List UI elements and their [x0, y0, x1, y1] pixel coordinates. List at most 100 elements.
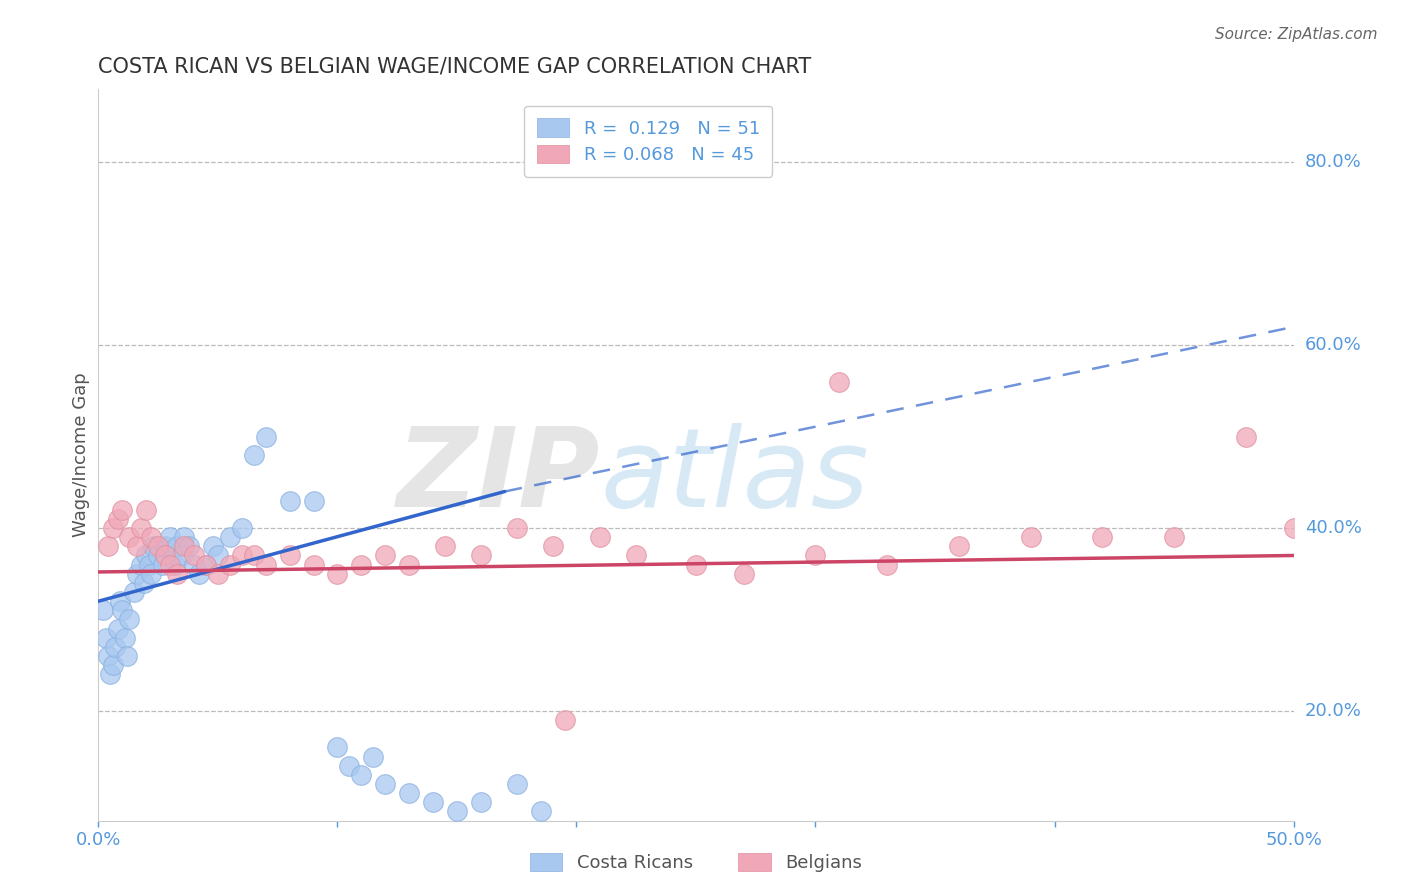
- Point: [254, 430, 277, 444]
- Point: [166, 539, 188, 553]
- Point: [97, 649, 120, 664]
- Point: [231, 521, 253, 535]
- Point: [159, 530, 181, 544]
- Point: [804, 549, 827, 563]
- Point: [529, 805, 551, 819]
- Point: [398, 786, 420, 800]
- Text: 80.0%: 80.0%: [1305, 153, 1361, 171]
- Point: [107, 622, 129, 636]
- Point: [118, 530, 141, 544]
- Text: Source: ZipAtlas.com: Source: ZipAtlas.com: [1215, 27, 1378, 42]
- Point: [104, 640, 127, 654]
- Point: [194, 558, 217, 572]
- Point: [114, 631, 136, 645]
- Point: [350, 558, 373, 572]
- Point: [278, 549, 301, 563]
- Point: [139, 566, 162, 581]
- Point: [876, 558, 898, 572]
- Point: [1282, 521, 1305, 535]
- Point: [685, 558, 707, 572]
- Point: [111, 603, 134, 617]
- Point: [243, 549, 266, 563]
- Point: [142, 539, 165, 553]
- Text: 40.0%: 40.0%: [1305, 519, 1361, 537]
- Point: [91, 603, 114, 617]
- Point: [173, 530, 195, 544]
- Point: [172, 549, 194, 563]
- Point: [152, 558, 174, 572]
- Point: [278, 493, 301, 508]
- Point: [470, 549, 492, 563]
- Text: 20.0%: 20.0%: [1305, 702, 1361, 720]
- Point: [111, 503, 134, 517]
- Point: [155, 539, 177, 553]
- Text: ZIP: ZIP: [396, 424, 600, 531]
- Point: [118, 613, 141, 627]
- Point: [374, 777, 396, 791]
- Point: [446, 805, 468, 819]
- Point: [506, 777, 529, 791]
- Point: [624, 549, 647, 563]
- Point: [422, 796, 444, 810]
- Point: [1019, 530, 1042, 544]
- Point: [148, 539, 170, 553]
- Point: [155, 549, 177, 563]
- Point: [254, 558, 277, 572]
- Point: [243, 448, 266, 462]
- Point: [166, 566, 188, 581]
- Point: [541, 539, 564, 553]
- Point: [135, 503, 157, 517]
- Point: [163, 558, 186, 572]
- Point: [98, 667, 122, 681]
- Point: [139, 530, 162, 544]
- Point: [183, 549, 205, 563]
- Point: [1091, 530, 1114, 544]
- Point: [101, 521, 124, 535]
- Point: [179, 539, 201, 553]
- Point: [1163, 530, 1185, 544]
- Point: [159, 558, 181, 572]
- Point: [101, 658, 124, 673]
- Point: [202, 539, 225, 553]
- Point: [207, 549, 229, 563]
- Point: [131, 521, 153, 535]
- Point: [183, 558, 205, 572]
- Point: [173, 539, 195, 553]
- Point: [124, 585, 146, 599]
- Point: [219, 558, 242, 572]
- Point: [131, 558, 153, 572]
- Text: atlas: atlas: [600, 424, 869, 531]
- Point: [219, 530, 242, 544]
- Text: 60.0%: 60.0%: [1305, 336, 1361, 354]
- Point: [231, 549, 253, 563]
- Point: [589, 530, 612, 544]
- Point: [148, 549, 170, 563]
- Point: [115, 649, 138, 664]
- Point: [506, 521, 529, 535]
- Point: [194, 558, 217, 572]
- Point: [135, 549, 157, 563]
- Point: [138, 558, 160, 572]
- Point: [125, 566, 148, 581]
- Point: [94, 631, 117, 645]
- Point: [132, 576, 155, 591]
- Point: [107, 512, 129, 526]
- Point: [948, 539, 970, 553]
- Point: [97, 539, 120, 553]
- Point: [398, 558, 420, 572]
- Point: [733, 566, 755, 581]
- Text: COSTA RICAN VS BELGIAN WAGE/INCOME GAP CORRELATION CHART: COSTA RICAN VS BELGIAN WAGE/INCOME GAP C…: [98, 56, 811, 77]
- Point: [350, 768, 373, 782]
- Point: [326, 740, 349, 755]
- Point: [207, 566, 229, 581]
- Point: [125, 539, 148, 553]
- Point: [302, 558, 325, 572]
- Point: [302, 493, 325, 508]
- Point: [187, 566, 209, 581]
- Point: [326, 566, 349, 581]
- Y-axis label: Wage/Income Gap: Wage/Income Gap: [72, 373, 90, 537]
- Point: [470, 796, 492, 810]
- Point: [363, 749, 385, 764]
- Point: [374, 549, 396, 563]
- Point: [108, 594, 131, 608]
